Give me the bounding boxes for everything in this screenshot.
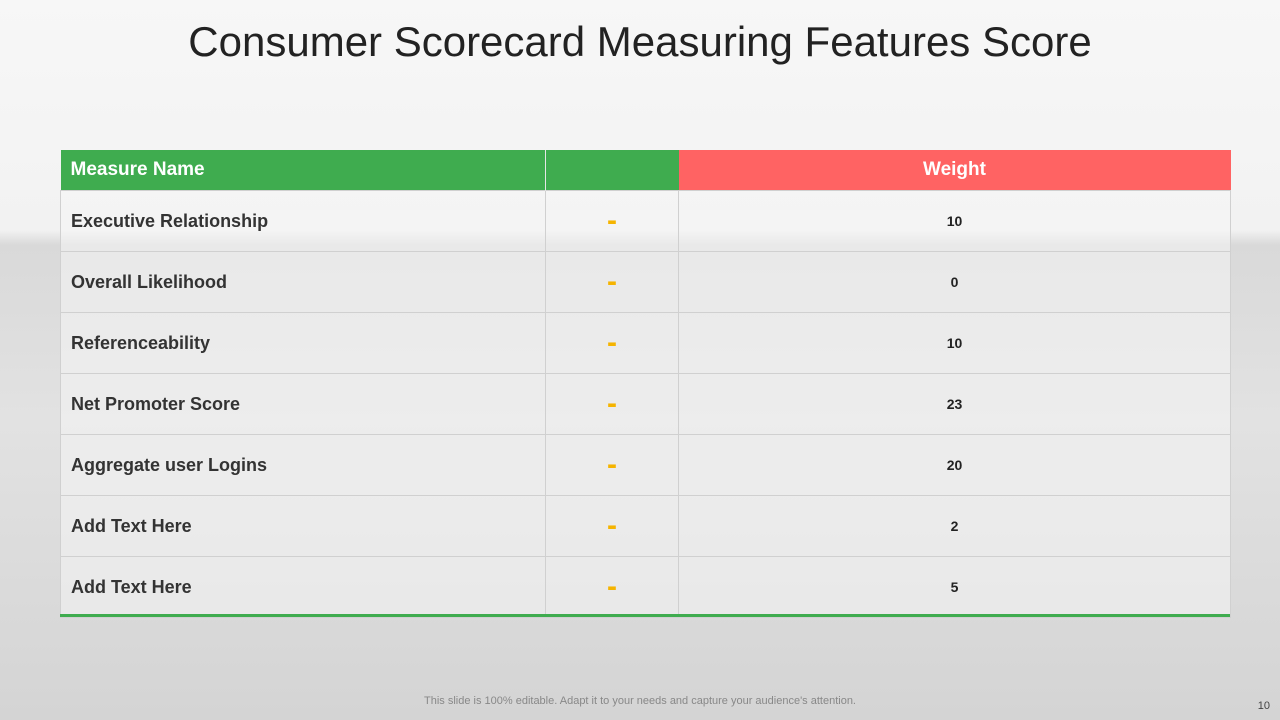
weight: 2 xyxy=(678,495,1231,557)
weight: 23 xyxy=(678,373,1231,435)
measure-name: Executive Relationship xyxy=(60,190,546,252)
table-row: Overall Likelihood -0 xyxy=(60,251,1231,313)
status-dash: - xyxy=(545,312,679,374)
measure-name: Aggregate user Logins xyxy=(60,434,546,496)
weight: 0 xyxy=(678,251,1231,313)
measure-name: Add Text Here xyxy=(60,556,546,618)
weight: 10 xyxy=(678,312,1231,374)
table-row: Net Promoter Score -23 xyxy=(60,373,1231,435)
table-body: Executive Relationship -10 Overall Likelih… xyxy=(60,190,1231,618)
header-cell: Weight xyxy=(678,150,1231,191)
measure-name: Net Promoter Score xyxy=(60,373,546,435)
measure-name: Overall Likelihood xyxy=(60,251,546,313)
status-dash: - xyxy=(545,495,679,557)
slide-title: Consumer Scorecard Measuring Features Sc… xyxy=(188,18,1092,65)
page-number: 10 xyxy=(1257,700,1270,712)
measure-name: Referenceability xyxy=(60,312,546,374)
header-cell xyxy=(545,150,679,191)
header-cell: Measure Name xyxy=(60,150,546,191)
status-dash: - xyxy=(545,434,679,496)
table-row: Add Text Here -5 xyxy=(60,556,1231,618)
table-row: Executive Relationship -10 xyxy=(60,190,1231,252)
measure-name: Add Text Here xyxy=(60,495,546,557)
weight: 20 xyxy=(678,434,1231,496)
status-dash: - xyxy=(545,251,679,313)
status-dash: - xyxy=(545,190,679,252)
status-dash: - xyxy=(545,556,679,618)
status-dash: - xyxy=(545,373,679,435)
table-row: Referenceability -10 xyxy=(60,312,1231,374)
table-bottom-rule xyxy=(60,614,1230,617)
scorecard-table: Measure Name Weight Executive Relationsh… xyxy=(60,150,1231,618)
table-row: Add Text Here -2 xyxy=(60,495,1231,557)
table-row: Aggregate user Logins -20 xyxy=(60,434,1231,496)
footer-note: This slide is 100% editable. Adapt it to… xyxy=(424,695,856,707)
weight: 5 xyxy=(678,556,1231,618)
weight: 10 xyxy=(678,190,1231,252)
